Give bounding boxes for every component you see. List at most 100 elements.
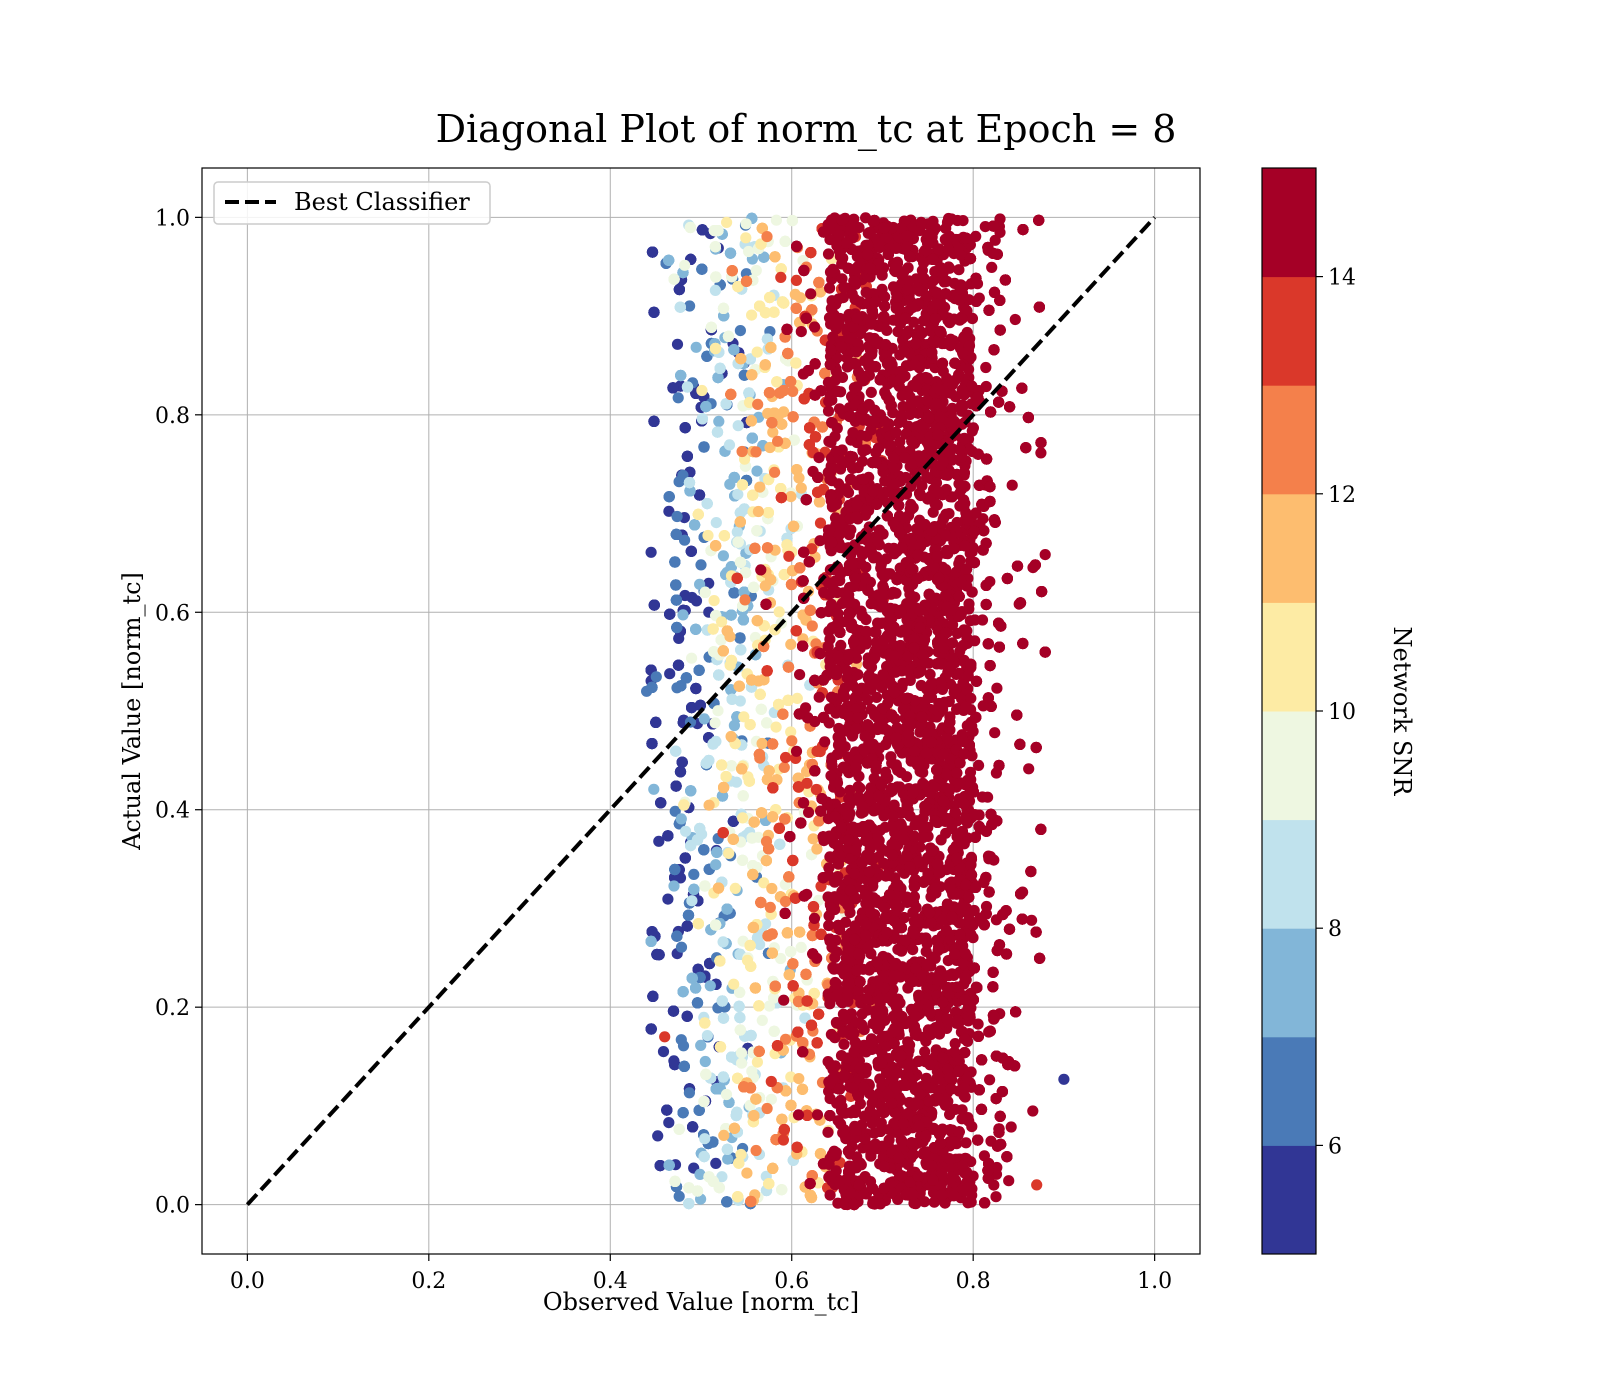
scatter-point: [778, 385, 790, 397]
scatter-point: [762, 930, 774, 942]
scatter-point: [787, 854, 799, 867]
scatter-point: [695, 559, 707, 571]
scatter-point: [744, 1082, 757, 1094]
scatter-point: [803, 556, 815, 568]
scatter-point: [813, 276, 825, 289]
scatter-point: [733, 1000, 745, 1013]
scatter-point: [753, 1045, 765, 1057]
scatter-point: [645, 935, 657, 948]
scatter-point: [957, 215, 969, 227]
chart-title: Diagonal Plot of norm_tc at Epoch = 8: [436, 107, 1177, 152]
scatter-point: [736, 1057, 748, 1069]
scatter-point: [725, 684, 737, 696]
scatter-point: [648, 306, 660, 318]
scatter-point: [686, 652, 698, 664]
scatter-point: [774, 838, 786, 850]
scatter-point: [647, 990, 659, 1003]
scatter-point: [713, 415, 725, 427]
scatter-point: [679, 852, 691, 864]
scatter-point: [724, 631, 736, 643]
scatter-point: [779, 235, 791, 247]
scatter-point: [718, 781, 730, 794]
scatter-point: [741, 954, 754, 967]
scatter-point: [700, 401, 712, 413]
scatter-point: [801, 995, 813, 1007]
scatter-point: [681, 920, 693, 932]
scatter-point: [783, 969, 795, 981]
scatter-point: [759, 359, 771, 371]
scatter-point: [751, 346, 763, 358]
scatter-point: [691, 997, 704, 1009]
scatter-point: [673, 1123, 685, 1135]
scatter-point: [724, 478, 736, 490]
scatter-point: [751, 615, 763, 627]
scatter-point: [750, 264, 762, 277]
scatter-point: [674, 301, 686, 313]
scatter-point: [746, 432, 758, 444]
scatter-point: [698, 1095, 710, 1108]
scatter-point: [738, 711, 750, 723]
scatter-point: [771, 1040, 784, 1052]
scatter-point: [664, 668, 676, 680]
scatter-point: [710, 540, 722, 552]
scatter-point: [833, 403, 846, 415]
scatter-point: [652, 1130, 664, 1142]
scatter-point: [809, 358, 821, 370]
scatter-point: [670, 780, 682, 792]
scatter-point: [701, 1030, 714, 1042]
scatter-point: [722, 330, 735, 342]
scatter-point: [790, 302, 802, 314]
scatter-point: [675, 941, 688, 953]
scatter-point: [813, 815, 825, 827]
scatter-point: [808, 912, 821, 925]
scatter-point: [686, 895, 698, 907]
scatter-point: [677, 1107, 689, 1119]
scatter-point: [806, 620, 818, 632]
scatter-point: [716, 995, 728, 1007]
scatter-point: [744, 939, 756, 952]
scatter-point: [762, 506, 775, 519]
scatter-point: [710, 919, 722, 931]
scatter-point: [675, 369, 687, 382]
scatter-point: [703, 754, 715, 767]
scatter-point: [696, 413, 709, 425]
scatter-point: [775, 492, 788, 504]
scatter-point: [654, 1160, 666, 1172]
scatter-point: [764, 901, 776, 914]
scatter-point: [725, 654, 738, 667]
scatter-point: [767, 782, 779, 794]
scatter-point: [708, 646, 720, 658]
scatter-point: [685, 785, 697, 797]
scatter-point: [668, 273, 680, 285]
scatter-point: [807, 833, 819, 845]
scatter-point: [728, 978, 740, 990]
scatter-point: [693, 664, 705, 676]
scatter-point: [690, 623, 702, 635]
scatter-point: [696, 224, 709, 236]
scatter-point: [759, 580, 771, 592]
scatter-point: [838, 1038, 850, 1050]
scatter-point: [781, 539, 793, 551]
scatter-point: [692, 918, 705, 930]
scatter-point: [720, 771, 732, 783]
scatter-point: [756, 807, 768, 819]
scatter-point: [670, 594, 683, 606]
scatter-point: [791, 692, 803, 705]
scatter-point: [766, 882, 778, 895]
scatter-point: [703, 1171, 715, 1183]
scatter-point: [805, 1019, 818, 1031]
scatter-point: [699, 880, 711, 892]
scatter-point: [681, 450, 694, 462]
scatter-point: [736, 763, 748, 775]
scatter-point: [741, 1167, 753, 1179]
scatter-point: [728, 719, 741, 732]
scatter-point: [726, 265, 738, 277]
scatter-point: [710, 735, 722, 748]
scatter-point: [763, 1178, 775, 1190]
scatter-point: [736, 854, 749, 866]
scatter-point: [807, 901, 820, 913]
scatter-point: [794, 926, 806, 938]
scatter-point: [734, 556, 747, 568]
scatter-point: [759, 307, 772, 319]
scatter-point: [753, 1000, 765, 1012]
